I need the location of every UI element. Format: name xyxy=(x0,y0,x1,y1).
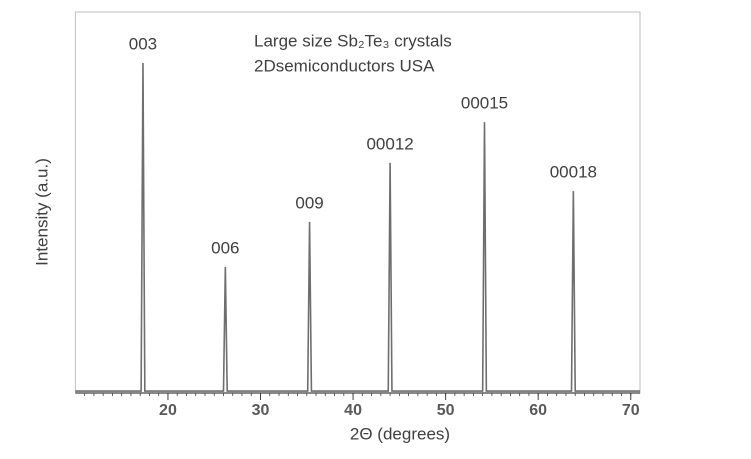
x-axis-label: 2Θ (degrees) xyxy=(350,424,450,443)
peak-label: 003 xyxy=(129,35,157,54)
x-tick-label: 20 xyxy=(159,402,177,419)
y-axis-label: Intensity (a.u.) xyxy=(32,158,51,266)
peak-label: 00015 xyxy=(461,94,508,113)
peak-label: 00012 xyxy=(366,134,413,153)
x-tick-label: 40 xyxy=(344,402,362,419)
x-tick-label: 50 xyxy=(437,402,455,419)
peak-label: 00018 xyxy=(550,163,597,182)
chart-subtitle: 2Dsemiconductors USA xyxy=(254,56,435,75)
chart-title: Large size Sb₂Te₃ crystals xyxy=(254,31,452,50)
intensity-line xyxy=(75,63,640,392)
x-tick-label: 70 xyxy=(622,402,640,419)
peak-label: 009 xyxy=(295,193,323,212)
x-tick-label: 30 xyxy=(252,402,270,419)
peak-label: 006 xyxy=(211,238,239,257)
x-tick-label: 60 xyxy=(529,402,547,419)
